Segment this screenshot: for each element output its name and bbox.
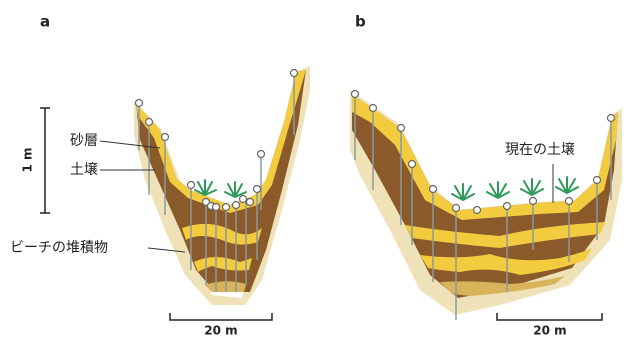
layer-label: 現在の土壌	[505, 142, 575, 158]
panel-a-section	[134, 66, 310, 305]
panel-b-section	[350, 90, 622, 315]
layer-label: 砂層	[70, 133, 98, 149]
layer-label: 土壌	[70, 162, 98, 178]
figure: a 1 m 砂層 土壌 ビーチの堆積物 20 m	[0, 0, 635, 339]
panel-label: b	[355, 13, 366, 31]
horizontal-scale-label: 20 m	[204, 324, 237, 338]
vertical-scale-label: 1 m	[21, 147, 35, 172]
panel-label: a	[40, 13, 50, 31]
horizontal-scale-label: 20 m	[533, 324, 566, 338]
layer-label: ビーチの堆積物	[10, 240, 108, 256]
